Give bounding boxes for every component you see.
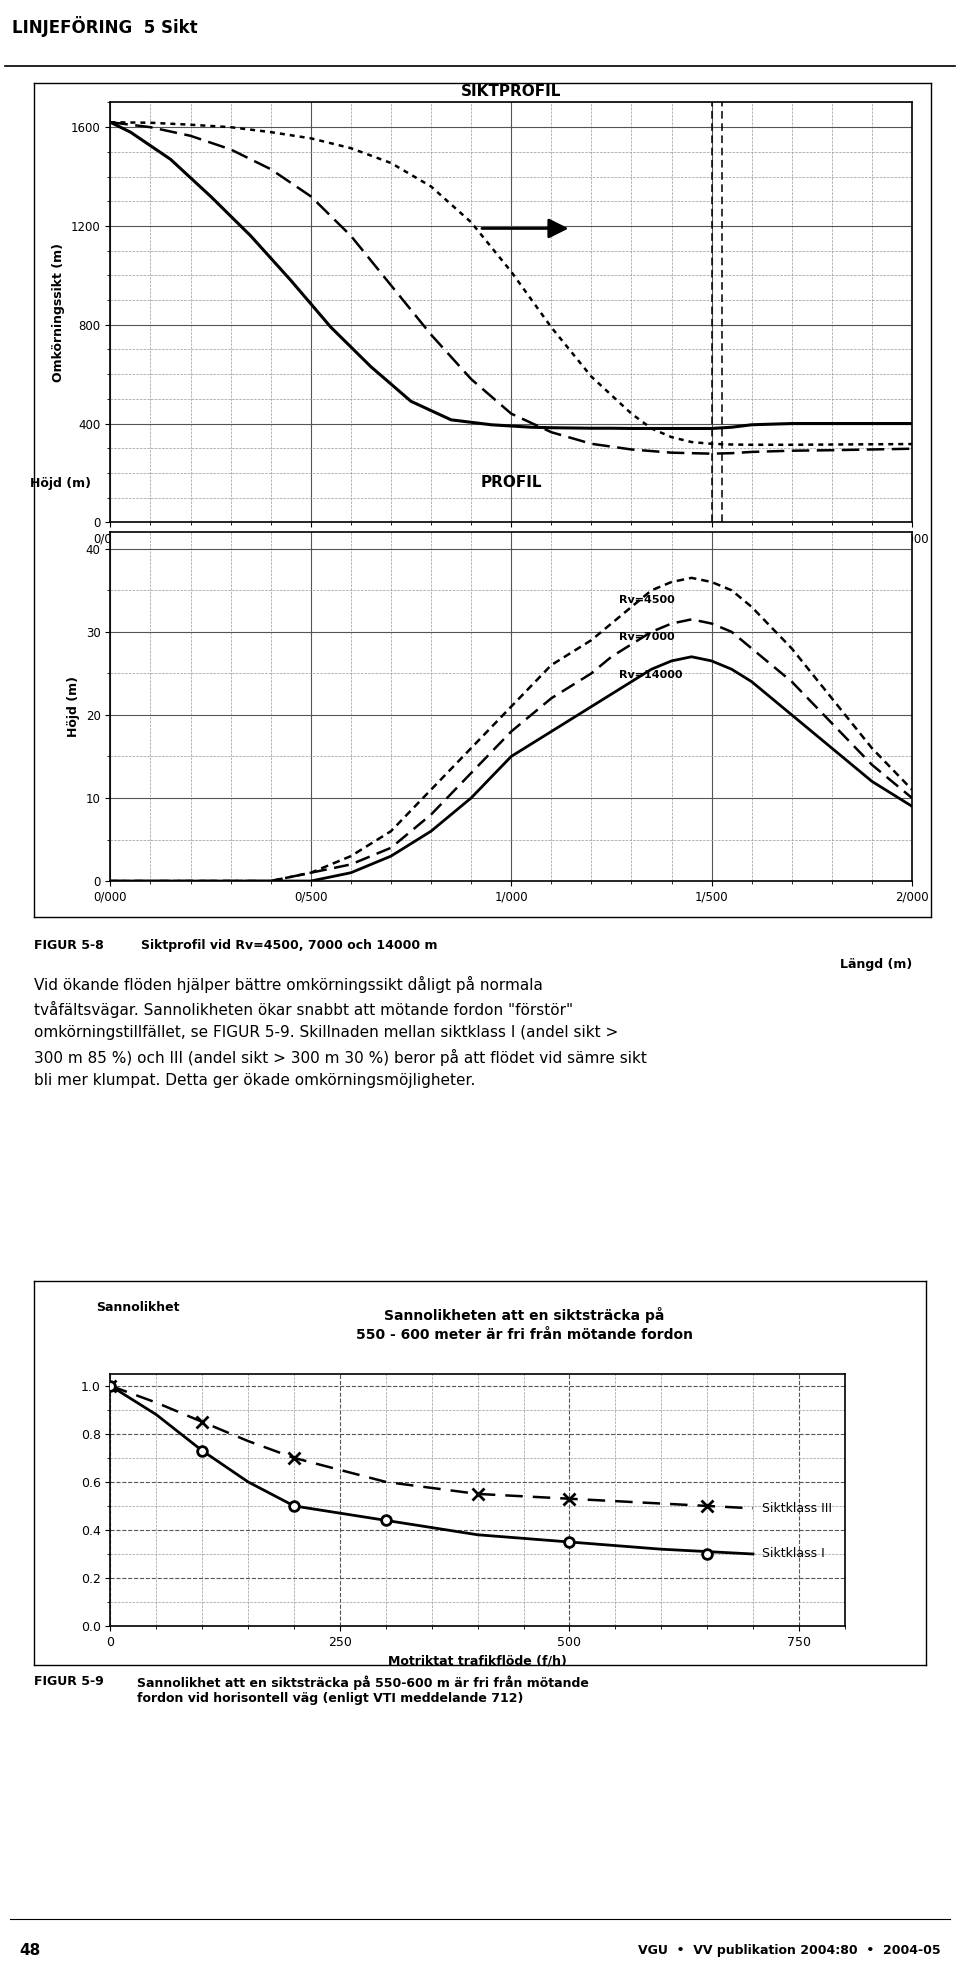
Text: Längd (m): Längd (m) bbox=[840, 581, 912, 593]
Title: SIKTPROFIL: SIKTPROFIL bbox=[461, 83, 562, 99]
Text: Vid ökande flöden hjälper bättre omkörningssikt dåligt på normala
tvåfältsvägar.: Vid ökande flöden hjälper bättre omkörni… bbox=[34, 976, 646, 1088]
Text: FIGUR 5-8: FIGUR 5-8 bbox=[34, 938, 104, 952]
Text: PROFIL: PROFIL bbox=[480, 475, 542, 491]
Text: Siktklass I: Siktklass I bbox=[762, 1547, 825, 1561]
Text: Siktklass III: Siktklass III bbox=[762, 1502, 832, 1516]
Text: LINJEFÖRING  5 Sikt: LINJEFÖRING 5 Sikt bbox=[12, 16, 197, 37]
Text: VGU  •  VV publikation 2004:80  •  2004-05: VGU • VV publikation 2004:80 • 2004-05 bbox=[638, 1943, 941, 1957]
Text: 48: 48 bbox=[19, 1943, 40, 1957]
X-axis label: Motriktat trafikflöde (f/h): Motriktat trafikflöde (f/h) bbox=[388, 1654, 567, 1667]
Text: Siktprofil vid Rv=4500, 7000 och 14000 m: Siktprofil vid Rv=4500, 7000 och 14000 m bbox=[141, 938, 437, 952]
Text: Sannolikhet: Sannolikhet bbox=[96, 1301, 180, 1315]
Text: Sannolikheten att en siktsträcka på
550 - 600 meter är fri från mötande fordon: Sannolikheten att en siktsträcka på 550 … bbox=[356, 1307, 693, 1342]
Y-axis label: Höjd (m): Höjd (m) bbox=[67, 676, 81, 737]
Text: Sannolikhet att en siktsträcka på 550-600 m är fri från mötande
fordon vid horis: Sannolikhet att en siktsträcka på 550-60… bbox=[137, 1675, 588, 1705]
Text: Längd (m): Längd (m) bbox=[840, 958, 912, 972]
Text: Rv=14000: Rv=14000 bbox=[619, 670, 683, 680]
Y-axis label: Omkörningssikt (m): Omkörningssikt (m) bbox=[53, 242, 65, 382]
Text: Rv=4500: Rv=4500 bbox=[619, 595, 675, 605]
Text: FIGUR 5-9: FIGUR 5-9 bbox=[34, 1675, 104, 1689]
Text: Rv=7000: Rv=7000 bbox=[619, 633, 675, 643]
Text: Höjd (m): Höjd (m) bbox=[30, 477, 91, 491]
